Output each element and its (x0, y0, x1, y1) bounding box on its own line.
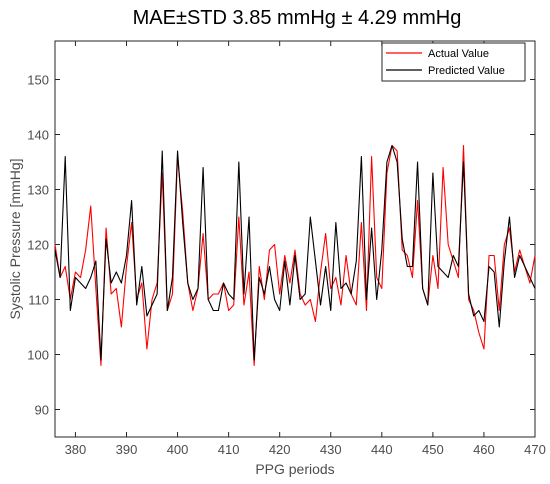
y-axis-label: Systolic Pressure [mmHg] (7, 158, 23, 319)
legend-label-predicted: Predicted Value (428, 65, 505, 77)
x-tick-label: 450 (422, 442, 444, 457)
y-tick-label: 130 (27, 183, 49, 198)
series-layer (54, 144, 536, 367)
y-tick-label: 150 (27, 73, 49, 88)
y-tick-label: 120 (27, 238, 49, 253)
legend-box (381, 42, 526, 82)
y-tick-label: 110 (28, 293, 49, 308)
x-tick-label: 470 (524, 442, 546, 457)
x-tick-label: 390 (116, 442, 138, 457)
x-tick-label: 380 (65, 442, 87, 457)
y-tick-label: 90 (35, 403, 49, 418)
y-tick-label: 140 (27, 128, 49, 143)
x-tick-label: 410 (218, 442, 240, 457)
axis-ticks: 380 390 400 410 420 430 440 450 460 470 90 100 110 12… (27, 41, 546, 457)
x-tick-label: 400 (167, 442, 189, 457)
x-tick-label: 460 (473, 442, 495, 457)
x-axis-label: PPG periods (255, 461, 334, 477)
legend: Actual Value Predicted Value (381, 42, 526, 82)
plot-area (54, 40, 536, 438)
x-tick-label: 440 (371, 442, 393, 457)
x-tick-label: 420 (269, 442, 291, 457)
x-tick-label: 430 (320, 442, 342, 457)
legend-label-actual: Actual Value (428, 48, 489, 60)
series-predicted-line (54, 144, 536, 361)
y-tick-label: 100 (27, 348, 49, 363)
chart-title: MAE±STD 3.85 mmHg ± 4.29 mmHg (133, 7, 462, 29)
